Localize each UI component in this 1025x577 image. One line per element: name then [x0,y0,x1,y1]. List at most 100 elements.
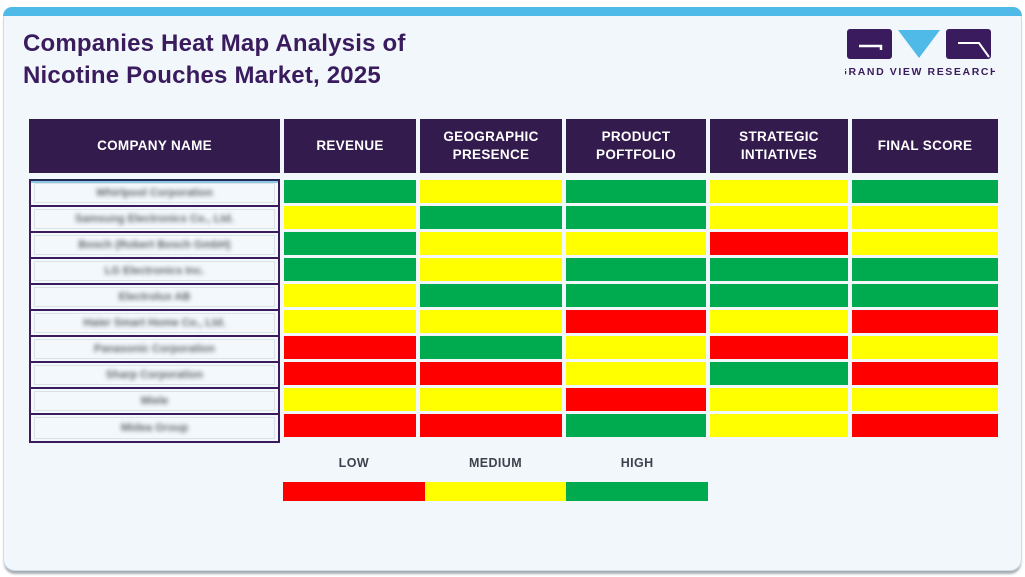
logo-r-stroke [958,42,990,58]
heat-cell-low [420,362,562,385]
heat-cell-medium [284,284,416,307]
company-name: Electrolux AB [118,291,191,303]
heat-cell-low [566,388,706,411]
heat-cell-low [852,414,998,437]
header-cell-4: STRATEGIC INTIATIVES [710,119,848,173]
company-name: Samsung Electronics Co., Ltd. [75,213,234,225]
heat-cell-medium [420,180,562,203]
company-name: Haier Smart Home Co., Ltd. [83,317,226,329]
heatmap-table: COMPANY NAME REVENUE GEOGRAPHIC PRESENCE PR… [29,119,998,443]
company-name-cell: Whirlpool Corporation [31,181,278,207]
company-name: Sharp Corporation [105,369,204,381]
company-column: Whirlpool Corporation Samsung Electronics… [29,179,280,443]
heat-cell-medium [710,206,848,229]
heat-cell-high [566,258,706,281]
heat-cell-medium [852,232,998,255]
heat-cell-medium [566,232,706,255]
header-cell-1: REVENUE [284,119,416,173]
company-cell-frame: Sharp Corporation [34,365,275,385]
logo-g-block [847,29,892,59]
legend: LOW MEDIUM HIGH [283,456,709,501]
company-name-cell: Samsung Electronics Co., Ltd. [31,207,278,233]
company-cell-frame: Whirlpool Corporation [34,183,275,203]
heat-cell-high [710,362,848,385]
company-cell-frame: Midea Group [34,417,275,439]
legend-segment-high [566,482,709,501]
heat-cell-high [284,258,416,281]
heat-cell-medium [852,206,998,229]
company-name-cell: Bosch (Robert Bosch GmbH) [31,233,278,259]
header-cell-2: GEOGRAPHIC PRESENCE [420,119,562,173]
company-cell-frame: LG Electronics Inc. [34,261,275,281]
company-cell-frame: Electrolux AB [34,287,275,307]
heat-cell-low [420,414,562,437]
heat-cell-high [420,336,562,359]
logo-wordmark: GRAND VIEW RESEARCH [845,66,995,78]
heat-cell-high [284,180,416,203]
heat-cell-high [284,232,416,255]
top-accent-bar [3,7,1022,16]
heat-cell-low [710,232,848,255]
logo-g-stroke [859,44,883,50]
heat-cell-low [566,310,706,333]
legend-segment-low [283,482,425,501]
gvr-logo-graphic: GRAND VIEW RESEARCH [839,29,998,78]
heat-cell-medium [710,310,848,333]
page-title-line1: Companies Heat Map Analysis of [23,30,406,57]
heat-cell-high [710,258,848,281]
heat-cell-low [852,362,998,385]
page-title-line2: Nicotine Pouches Market, 2025 [23,62,381,89]
company-cell-frame: Panasonic Corporation [34,339,275,359]
heat-cell-high [852,258,998,281]
company-name-cell: Midea Group [31,415,278,441]
legend-label-low: LOW [338,456,370,470]
legend-segment-medium [424,482,567,501]
legend-label-medium: MEDIUM [468,456,523,470]
heat-cell-medium [566,362,706,385]
header-cell-5: FINAL SCORE [852,119,998,173]
company-name-cell: Panasonic Corporation [31,337,278,363]
heat-cell-high [566,284,706,307]
company-name: Miele [140,395,169,407]
gvr-logo: GRAND VIEW RESEARCH [839,27,998,83]
heat-cell-medium [420,258,562,281]
heatmap-grid [284,179,998,443]
company-cell-frame: Bosch (Robert Bosch GmbH) [34,235,275,255]
company-cell-frame: Miele [34,391,275,411]
company-name-cell: Sharp Corporation [31,363,278,389]
heat-cell-medium [284,206,416,229]
logo-v-triangle-icon [898,30,940,58]
legend-label-high: HIGH [620,456,654,470]
header-cell-0: COMPANY NAME [29,119,280,173]
company-name-cell: Haier Smart Home Co., Ltd. [31,311,278,337]
heat-cell-medium [852,388,998,411]
heat-cell-medium [852,336,998,359]
legend-labels: LOW MEDIUM HIGH [283,456,708,470]
heatmap-header-row: COMPANY NAME REVENUE GEOGRAPHIC PRESENCE PR… [29,119,998,173]
heat-cell-medium [420,388,562,411]
company-name-cell: Miele [31,389,278,415]
heat-cell-medium [710,414,848,437]
heat-cell-low [284,336,416,359]
heat-cell-high [852,180,998,203]
company-cell-frame: Haier Smart Home Co., Ltd. [34,313,275,333]
heat-cell-medium [420,310,562,333]
heat-cell-low [710,336,848,359]
chart-card: Companies Heat Map Analysis of Nicotine … [3,7,1022,571]
heat-cell-medium [566,336,706,359]
heat-cell-high [710,284,848,307]
heat-cell-high [566,414,706,437]
heat-cell-low [284,362,416,385]
heat-cell-low [852,310,998,333]
heat-cell-medium [710,388,848,411]
company-name: Panasonic Corporation [93,343,216,355]
heat-cell-medium [284,310,416,333]
heat-cell-medium [420,232,562,255]
heat-cell-high [566,206,706,229]
company-name: LG Electronics Inc. [104,265,205,277]
company-name: Midea Group [120,422,189,434]
heat-cell-high [852,284,998,307]
company-name: Bosch (Robert Bosch GmbH) [78,239,231,251]
heat-cell-low [284,414,416,437]
